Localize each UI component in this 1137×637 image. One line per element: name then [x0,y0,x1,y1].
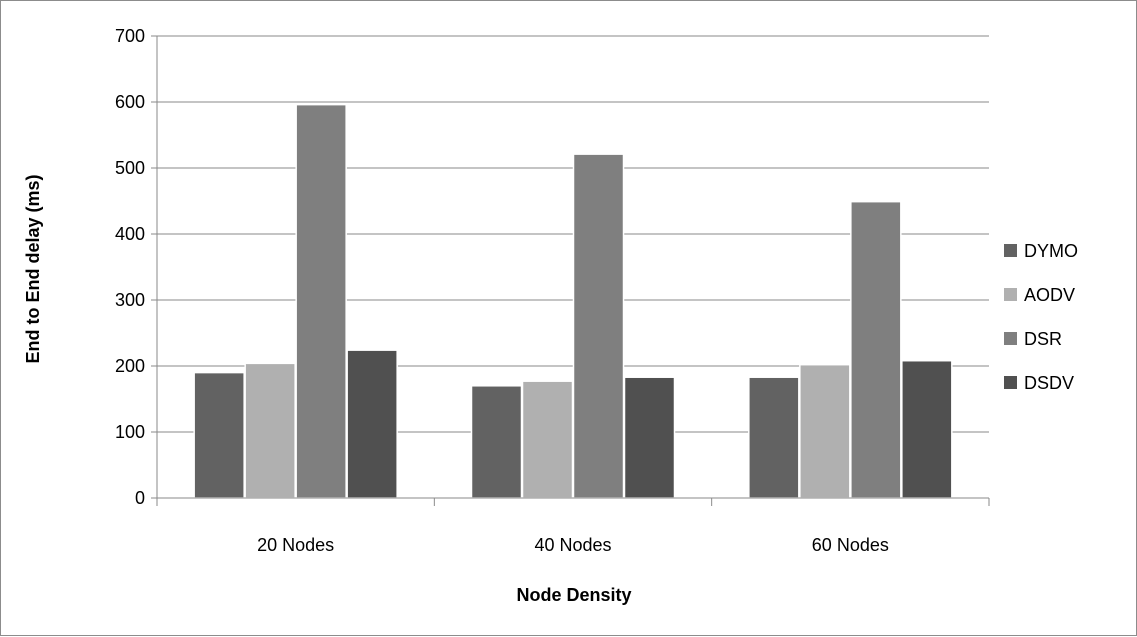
legend-label-dymo: DYMO [1024,241,1078,261]
bar-dsdv-2 [901,359,953,499]
y-tick-label: 200 [115,356,145,376]
legend-swatch-dymo [1004,244,1017,257]
legend-swatch-dsdv [1004,376,1017,389]
bar-aodv-2 [799,363,851,499]
legend-label-dsr: DSR [1024,329,1062,349]
bar-dsr-0 [295,103,347,499]
axes [151,35,990,506]
bars [193,103,953,499]
x-tick-label: 40 Nodes [534,535,611,555]
x-tick-labels: 20 Nodes 40 Nodes 60 Nodes [257,535,889,555]
legend-swatch-dsr [1004,332,1017,345]
y-tick-label: 300 [115,290,145,310]
bar-aodv-0 [244,362,296,499]
legend-label-dsdv: DSDV [1024,373,1074,393]
y-tick-labels: 0 100 200 300 400 500 600 700 [115,26,145,508]
y-tick-label: 500 [115,158,145,178]
y-tick-label: 0 [135,488,145,508]
legend-swatch-aodv [1004,288,1017,301]
x-tick-label: 20 Nodes [257,535,334,555]
y-axis-title: End to End delay (ms) [23,174,43,363]
bar-dymo-2 [748,376,800,499]
x-tick-label: 60 Nodes [812,535,889,555]
bar-dymo-1 [470,385,523,499]
legend: DYMO AODV DSR DSDV [1004,241,1078,393]
bar-aodv-1 [521,380,574,499]
x-axis-title: Node Density [516,585,631,605]
legend-label-aodv: AODV [1024,285,1075,305]
bar-dsdv-0 [346,349,398,499]
bar-dsr-1 [572,153,625,499]
y-tick-label: 700 [115,26,145,46]
bar-dsr-2 [850,200,902,499]
bar-dsdv-1 [623,376,676,499]
y-tick-label: 100 [115,422,145,442]
y-tick-label: 600 [115,92,145,112]
y-tick-label: 400 [115,224,145,244]
bar-dymo-0 [193,371,245,499]
